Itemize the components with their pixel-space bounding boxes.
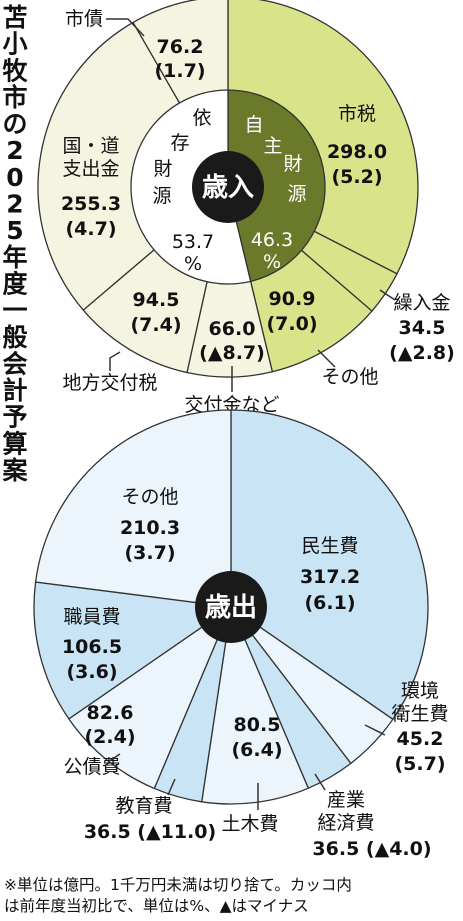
exp-value-kankyo: 45.2 bbox=[397, 728, 444, 750]
izon-char: 依 bbox=[192, 107, 211, 129]
rev-label-kurinyukin: 繰入金 bbox=[393, 292, 450, 314]
rev-change-chihou: (7.4) bbox=[130, 314, 181, 336]
exp-change-minsei: (6.1) bbox=[304, 592, 355, 614]
exp-value-shokuin: 106.5 bbox=[62, 636, 122, 658]
rev-label-shisai: 市債 bbox=[65, 8, 103, 30]
title-char: 2 bbox=[6, 190, 23, 219]
title-char: 市 bbox=[2, 83, 27, 112]
rev-change-shisai: (1.7) bbox=[154, 60, 205, 82]
rev-change-sonota: (7.0) bbox=[266, 313, 317, 335]
exp-change-kankyo: (5.7) bbox=[394, 753, 445, 775]
rev-value-shizei: 298.0 bbox=[327, 141, 387, 163]
title-char: 会 bbox=[2, 349, 27, 378]
rev-change-kurinyukin: (▲2.8) bbox=[389, 342, 455, 364]
jishu-char: 主 bbox=[263, 135, 282, 157]
title-char: 一 bbox=[2, 296, 27, 325]
rev-change-koufukin: (▲8.7) bbox=[199, 342, 265, 364]
exp-value-doboku: 80.5 bbox=[234, 714, 281, 736]
title-char: 牧 bbox=[2, 56, 28, 85]
footnote-line-2: は前年度当初比で、単位は%、▲はマイナス bbox=[4, 897, 309, 915]
title-char: 算 bbox=[2, 429, 27, 458]
title-char: 般 bbox=[2, 323, 27, 352]
revenue-inner-ring bbox=[130, 89, 326, 285]
expenditure-leader-lines bbox=[107, 724, 386, 810]
footnote-line-1: ※単位は億円。1千万円未満は切り捨て。カッコ内 bbox=[4, 876, 352, 894]
exp-change-shokuin: (3.6) bbox=[66, 661, 117, 683]
exp-slice-3 bbox=[200, 604, 310, 805]
expenditure-pie bbox=[33, 409, 429, 805]
footnote: ※単位は億円。1千万円未満は切り捨て。カッコ内 は前年度当初比で、単位は%、▲は… bbox=[4, 875, 460, 917]
rev-label-shizei: 市税 bbox=[338, 103, 376, 125]
title-char: 5 bbox=[6, 216, 23, 245]
rev-label-sonota: その他 bbox=[321, 366, 378, 388]
rev-value-sonota: 90.9 bbox=[269, 288, 316, 310]
izon-share-unit: % bbox=[184, 253, 202, 275]
exp-slice-6 bbox=[33, 581, 233, 720]
exp-slice-7 bbox=[34, 409, 232, 608]
exp-label-kyoiku: 教育費 bbox=[115, 795, 172, 817]
exp-slice-0 bbox=[230, 409, 429, 721]
jishu-char: 自 bbox=[244, 114, 263, 136]
jishu-char: 財 bbox=[283, 153, 302, 175]
title-char: 小 bbox=[2, 30, 27, 59]
rev-label-chihou: 地方交付税 bbox=[62, 372, 157, 394]
rev-value-chihou: 94.5 bbox=[133, 289, 180, 311]
exp-label-doboku: 土木費 bbox=[221, 813, 278, 835]
title-char: 度 bbox=[2, 269, 27, 298]
izon-char: 存 bbox=[170, 132, 189, 154]
exp-label-sangyo-2: 経済費 bbox=[317, 812, 374, 834]
exp-change-doboku: (6.4) bbox=[231, 739, 282, 761]
expenditure-center-label: 歳出 bbox=[205, 593, 257, 623]
jishu-char: 源 bbox=[287, 183, 306, 205]
rev-value-kurinyukin: 34.5 bbox=[399, 317, 446, 339]
exp-change-kousai: (2.4) bbox=[84, 726, 135, 748]
exp-label-minsei: 民生費 bbox=[301, 535, 358, 557]
rev-value-kokudo: 255.3 bbox=[61, 193, 121, 215]
expenditure-center-badge bbox=[195, 571, 267, 643]
title-char: 案 bbox=[1, 456, 28, 485]
rev-label-kokudo-1: 国・道 bbox=[62, 135, 119, 157]
jishu-share: 46.3 bbox=[251, 229, 293, 251]
revenue-center-badge bbox=[192, 151, 264, 223]
rev-group-izon bbox=[130, 89, 252, 285]
exp-label-kousai: 公債費 bbox=[63, 756, 120, 778]
exp-label-shokuin: 職員費 bbox=[63, 606, 120, 628]
revenue-center-label: 歳入 bbox=[202, 173, 254, 203]
revenue-leader-lines bbox=[106, 18, 396, 392]
title-char: 2 bbox=[6, 136, 23, 165]
rev-value-shisai: 76.2 bbox=[157, 36, 204, 58]
title-char: 年 bbox=[2, 243, 27, 272]
exp-label-sonota: その他 bbox=[121, 486, 178, 508]
exp-label-sangyo-1: 産業 bbox=[327, 789, 365, 811]
rev-value-koufukin: 66.0 bbox=[209, 318, 256, 340]
exp-label-kankyo-1: 環境 bbox=[401, 680, 439, 702]
rev-label-kokudo-2: 支出金 bbox=[62, 158, 119, 180]
rev-change-shizei: (5.2) bbox=[331, 166, 382, 188]
exp-value-minsei: 317.2 bbox=[300, 566, 360, 588]
exp-value-kyoiku: 36.5 (▲11.0) bbox=[84, 821, 216, 843]
jishu-share-unit: % bbox=[263, 251, 281, 273]
title-char: の bbox=[2, 110, 27, 139]
exp-change-sonota: (3.7) bbox=[124, 542, 175, 564]
izon-share: 53.7 bbox=[172, 231, 214, 253]
exp-label-kankyo-2: 衛生費 bbox=[391, 703, 448, 725]
exp-value-kousai: 82.6 bbox=[87, 702, 134, 724]
title-char: 苫 bbox=[2, 3, 27, 32]
title-char: 予 bbox=[2, 403, 27, 432]
rev-change-kokudo: (4.7) bbox=[65, 218, 116, 240]
exp-value-sonota: 210.3 bbox=[120, 517, 180, 539]
izon-char: 財 bbox=[153, 158, 172, 180]
rev-group-jishu bbox=[227, 89, 326, 283]
title-char: 0 bbox=[6, 163, 23, 192]
title-char: 計 bbox=[2, 376, 27, 405]
exp-slice-5 bbox=[67, 605, 233, 790]
izon-char: 源 bbox=[152, 185, 171, 207]
rev-label-koufukin: 交付金など bbox=[184, 394, 279, 416]
exp-value-sangyo: 36.5 (▲4.0) bbox=[312, 838, 431, 860]
